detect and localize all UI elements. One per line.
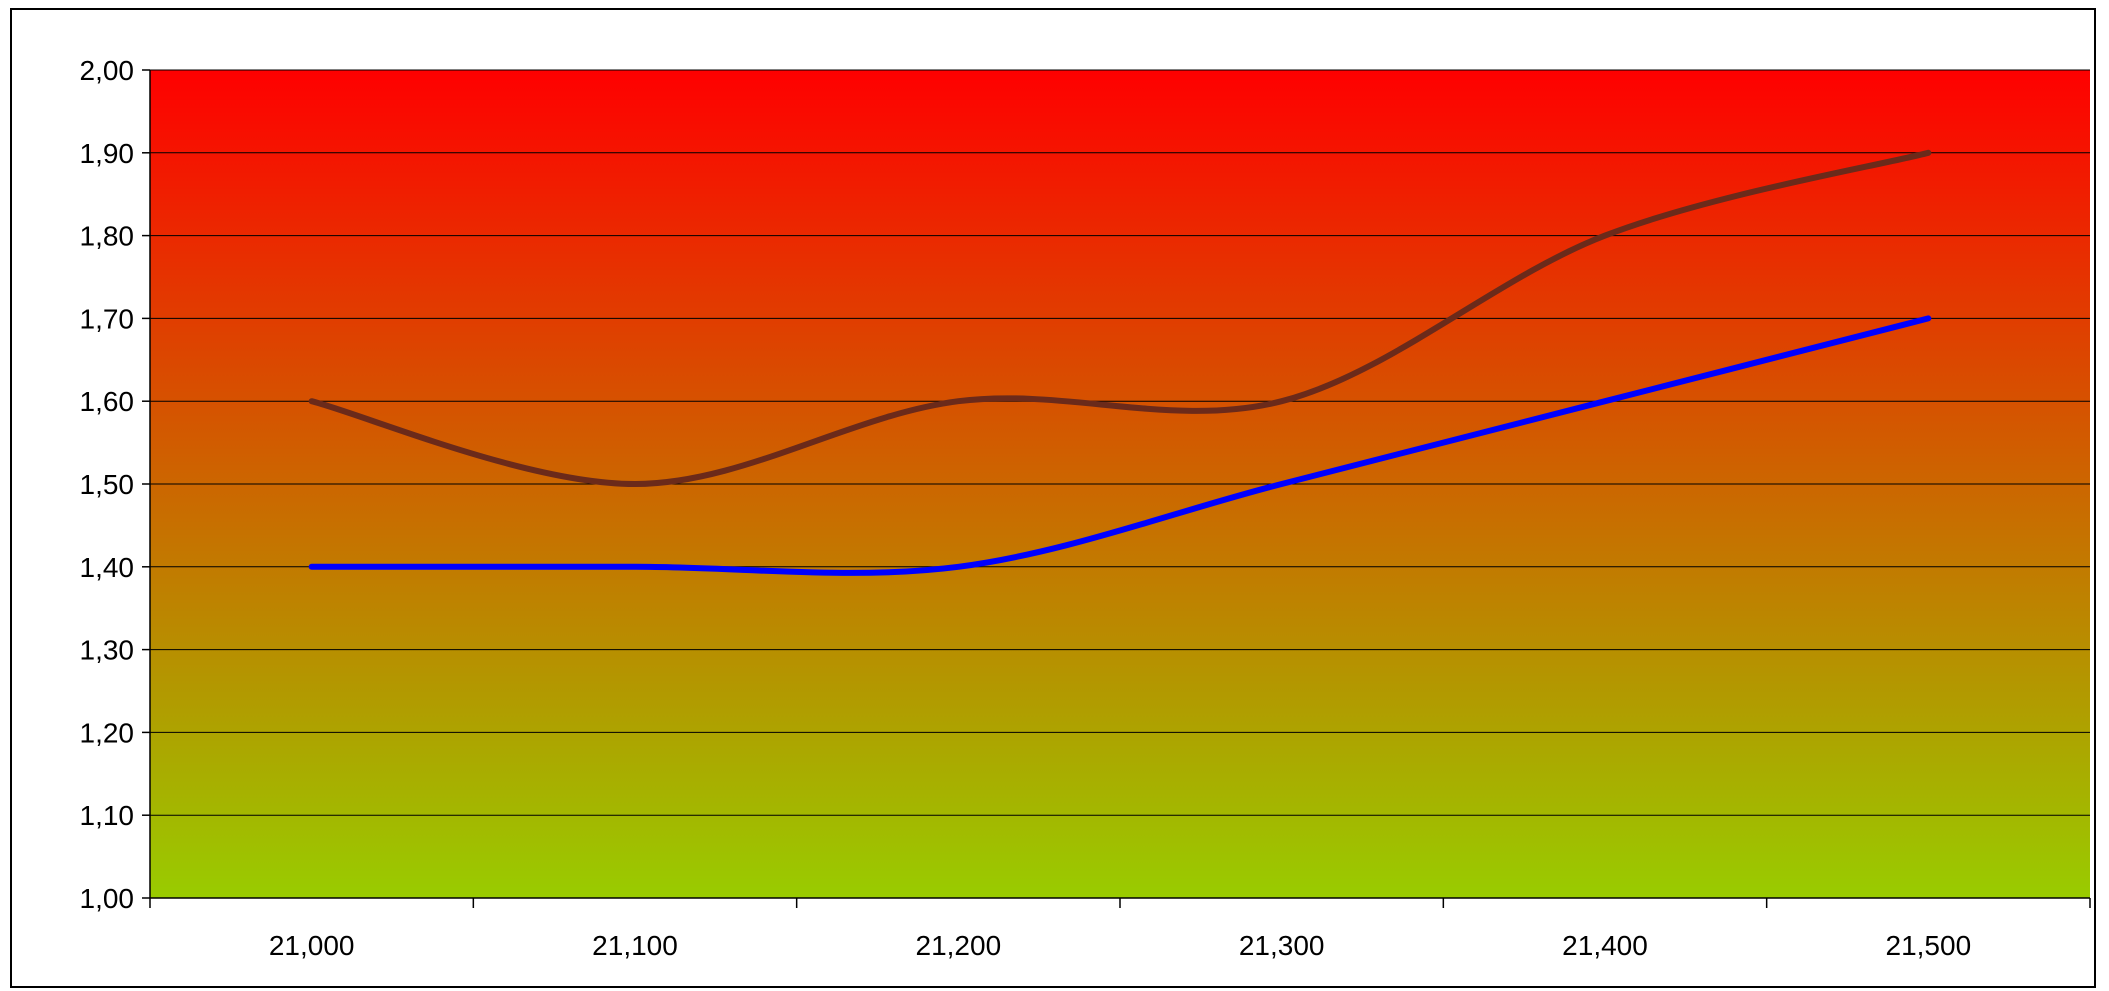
series-lines bbox=[308, 149, 1932, 576]
y-axis-tick-labels: 1,00 1,10 1,20 1,30 1,40 1,50 1,60 1,70 1,80 1,90… bbox=[80, 55, 135, 914]
y-tick-label: 1,60 bbox=[80, 386, 135, 417]
axes bbox=[149, 70, 2091, 908]
x-axis-tick-labels: 21,000 21,100 21,200 21,300 21,400 21,500 bbox=[269, 930, 1971, 961]
series-line-1 bbox=[308, 149, 1932, 487]
x-tick-label: 21,000 bbox=[269, 930, 355, 961]
x-tick-label: 21,200 bbox=[916, 930, 1002, 961]
series-line-2 bbox=[308, 315, 1932, 576]
y-tick-label: 1,90 bbox=[80, 138, 135, 169]
y-tick-label: 1,70 bbox=[80, 303, 135, 334]
y-tick-label: 1,30 bbox=[80, 635, 135, 666]
x-tick-label: 21,400 bbox=[1562, 930, 1648, 961]
y-tick-label: 1,40 bbox=[80, 552, 135, 583]
y-tick-label: 1,10 bbox=[80, 800, 135, 831]
gridlines bbox=[142, 69, 2090, 899]
x-tick-label: 21,300 bbox=[1239, 930, 1325, 961]
y-tick-label: 1,20 bbox=[80, 717, 135, 748]
y-tick-label: 1,00 bbox=[80, 883, 135, 914]
x-tick-label: 21,500 bbox=[1886, 930, 1972, 961]
y-tick-label: 2,00 bbox=[80, 55, 135, 86]
y-tick-label: 1,50 bbox=[80, 469, 135, 500]
x-tick-label: 21,100 bbox=[592, 930, 678, 961]
y-tick-label: 1,80 bbox=[80, 221, 135, 252]
